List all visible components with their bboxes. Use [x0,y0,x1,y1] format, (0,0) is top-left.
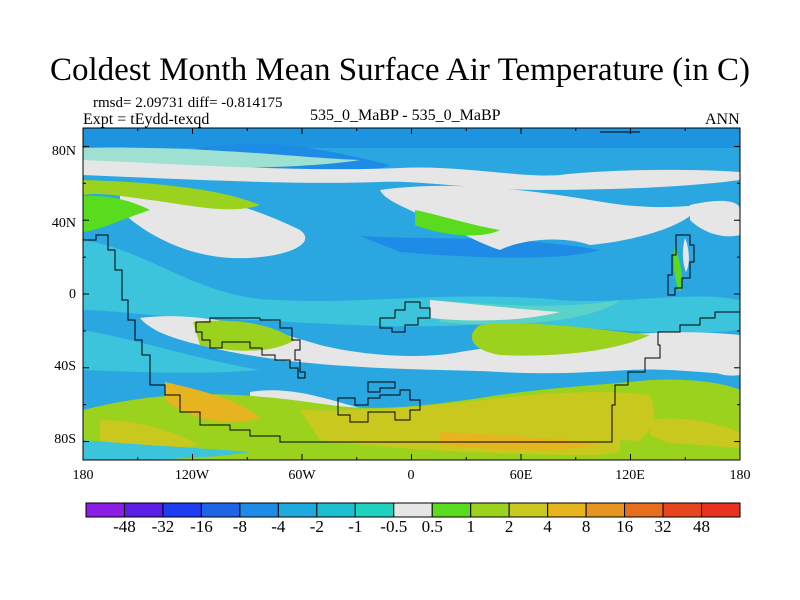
x-tick-label: 180 [729,468,751,483]
y-tick-label: 40S [54,359,76,374]
colorbar-label: 8 [581,517,591,536]
x-tick-label: 60W [288,468,316,483]
field-positive [440,432,600,450]
colorbar-swatch [85,502,125,518]
field-zero-band [690,200,740,237]
colorbar-swatch [200,502,241,518]
field-band [83,330,260,373]
colorbar-swatch [162,502,202,518]
field-positive [620,440,740,460]
coastlines [83,131,740,443]
x-tick-label: 0 [407,468,415,483]
field-positive [471,323,650,356]
x-tick-label: 180 [72,468,94,483]
field-positive [650,418,740,455]
colorbar-label: 0.5 [421,517,443,536]
colorbar-label: -32 [151,517,175,536]
colorbar-label: 48 [693,517,711,536]
colorbar-swatch [277,502,318,518]
field-zero-band [682,238,689,272]
colorbar-swatch [547,502,587,518]
field-positive [415,210,500,236]
stats-text: rmsd= 2.09731 diff= -0.814175 [93,95,283,111]
field-zero-band [83,160,740,190]
colorbar-label: -16 [190,517,213,536]
field-positive [193,320,295,351]
field-zero-band [380,185,700,250]
x-tick-label: 60E [509,468,533,483]
field-zero-band [430,300,560,321]
colorbar-swatch [239,502,279,518]
colorbar-label: 2 [504,517,514,536]
colorbar-label: 16 [616,517,634,536]
field-positive [300,392,654,455]
field-positive [83,180,260,210]
colorbar-swatch [701,502,741,518]
field-positive [100,420,200,448]
colorbar-swatch [123,502,164,518]
field-patch [83,128,740,148]
plot-title: Coldest Month Mean Surface Air Temperatu… [50,52,750,88]
coastline-segment [337,389,421,423]
field-patch [360,236,600,258]
axis-ticks [82,128,741,460]
field-positive [83,195,150,232]
field-zero-band [120,189,306,259]
colorbar-swatch [431,502,472,518]
field-zero-band [700,346,740,376]
colorbar-label: -4 [271,517,286,536]
coastline-segment [367,381,396,393]
colorbar-swatch [585,502,626,518]
colorbar [85,502,741,518]
colorbar-label: 1 [466,517,475,536]
coastline-segment [379,301,431,333]
colorbar-swatch [470,502,510,518]
colorbar-label: -2 [309,517,324,536]
colorbar-swatch [624,502,664,518]
y-tick-label: 80S [54,432,76,447]
colorbar-swatch [316,502,356,518]
coastline-segment [83,234,740,443]
colorbar-label: -1 [348,517,363,536]
x-tick-label: 120W [174,468,210,483]
colorbar-label: -0.5 [380,517,408,536]
comparison-label: 535_0_MaBP - 535_0_MaBP [310,107,501,124]
colorbar-label: -48 [113,517,136,536]
y-tick-label: 80N [51,144,76,159]
coastline-segment [667,234,695,296]
map-field [83,128,740,460]
experiment-label: Expt = tEydd-texqd [83,111,210,128]
season-label: ANN [705,111,740,128]
colorbar-swatch [662,502,703,518]
colorbar-swatch [508,502,549,518]
field-positive [673,245,683,292]
colorbar-swatch [393,502,433,518]
field-band [83,440,250,460]
y-tick-label: 40N [51,216,76,231]
colorbar-label: -8 [232,517,247,536]
y-tick-label: 0 [69,287,76,302]
colorbar-swatch [354,502,395,518]
colorbar-label: 32 [654,517,672,536]
coastline-segment [195,317,306,379]
colorbar-label: 4 [543,517,552,536]
x-tick-label: 120E [615,468,645,483]
field-band [83,147,360,169]
